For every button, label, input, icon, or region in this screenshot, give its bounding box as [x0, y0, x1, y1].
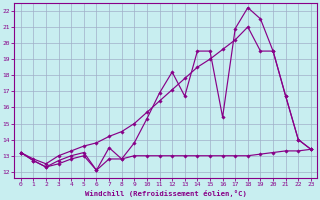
X-axis label: Windchill (Refroidissement éolien,°C): Windchill (Refroidissement éolien,°C)	[85, 190, 247, 197]
